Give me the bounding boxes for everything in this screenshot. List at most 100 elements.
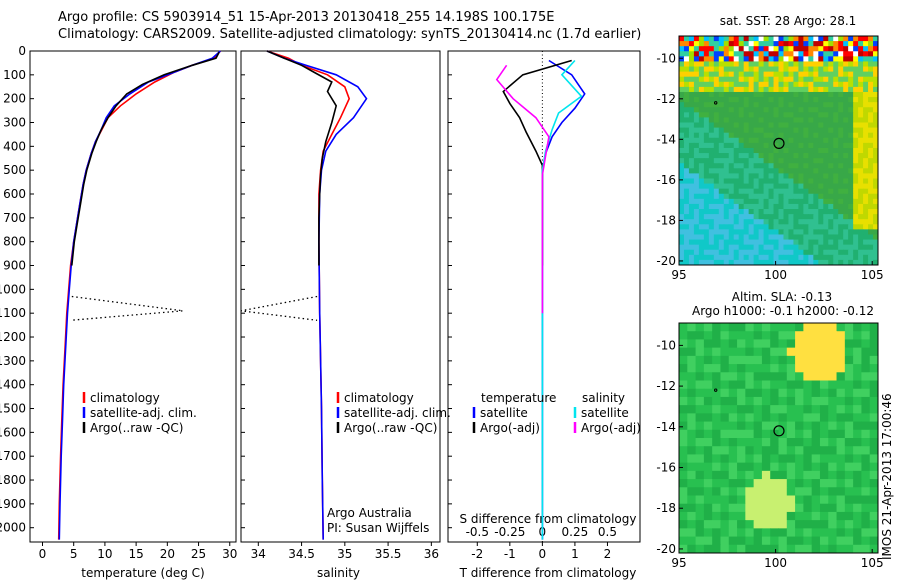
sst-map-cell (848, 76, 854, 83)
sla-map-cell (786, 323, 796, 332)
sst-map-cell (798, 168, 804, 174)
sla-map-cell (737, 372, 746, 381)
sst-map-cell (723, 137, 730, 144)
sst-map-cell (748, 259, 755, 266)
sla-map-cell (728, 364, 738, 373)
sst-map-cell (853, 188, 859, 195)
sst-map-cell (758, 41, 765, 47)
sla-map-cell (728, 347, 738, 357)
sst-map-cell (828, 117, 834, 124)
sla-map-cell (679, 446, 688, 455)
sst-map-cell (848, 56, 854, 62)
sst-map-cell (828, 36, 834, 42)
sst-map-cell (718, 122, 725, 129)
sla-map-cell (869, 536, 879, 546)
sst-map-y-tick-label: -18 (656, 213, 676, 227)
sst-map-cell (858, 112, 864, 118)
sst-map-cell (823, 209, 829, 215)
sla-map-cell (679, 520, 688, 529)
sst-map-cell (848, 107, 854, 113)
salinity-legend-entry-label: Argo(..raw -QC) (344, 421, 437, 435)
sst-map-cell (733, 51, 740, 57)
sla-map-cell (828, 396, 838, 406)
sst-map-cell (813, 41, 819, 47)
sst-map-cell (753, 76, 760, 83)
sla-map-cell (844, 331, 854, 340)
sst-map-cell (748, 137, 755, 144)
sla-map-cell (836, 462, 846, 472)
sst-map-cell (798, 102, 804, 108)
sla-map-cell (778, 536, 788, 546)
sst-map-cell (778, 153, 784, 159)
sst-map-cell (683, 173, 690, 179)
sst-map-cell (828, 127, 834, 134)
sst-map-cell (853, 56, 859, 62)
sst-map-cell (713, 224, 720, 230)
sst-map-cell (783, 183, 789, 190)
sst-map-cell (753, 259, 760, 266)
sst-map-cell (843, 127, 849, 134)
sst-map-cell (778, 163, 784, 169)
sla-map-cell (703, 421, 713, 431)
sst-map-cell (858, 178, 864, 185)
sst-map-cell (803, 163, 809, 169)
sst-map-cell (718, 229, 725, 235)
sst-map-cell (853, 91, 859, 98)
sst-map-cell (833, 224, 839, 230)
sst-map-cell (733, 112, 740, 118)
sst-map-cell (748, 158, 755, 164)
sst-map-cell (728, 183, 735, 190)
sst-map-cell (773, 97, 779, 103)
sst-map-cell (793, 203, 799, 210)
temperature-axes (29, 50, 237, 543)
sst-map-cell (773, 219, 779, 225)
sst-map-cell (728, 254, 735, 261)
sla-map-cell (695, 446, 705, 455)
sla-map-cell (712, 544, 721, 554)
sla-map-cell (712, 536, 721, 546)
sst-map-cell (863, 76, 869, 83)
sst-map-cell (828, 51, 834, 57)
sst-map-cell (778, 229, 784, 235)
sst-map-cell (853, 61, 859, 68)
sst-map-cell (798, 107, 804, 113)
sst-map-cell (768, 254, 775, 261)
sst-map-cell (803, 188, 809, 195)
sst-map-cell (748, 188, 755, 195)
sst-map-cell (688, 163, 695, 169)
sst-map-cell (733, 102, 740, 108)
sst-map-cell (818, 214, 824, 220)
sla-map-cell (795, 470, 804, 480)
sst-map-cell (723, 112, 730, 118)
sst-map-cell (828, 229, 834, 235)
sst-map-cell (758, 112, 765, 118)
sst-map-cell (728, 214, 735, 220)
sla-map-cell (786, 380, 796, 390)
sla-map-cell (836, 413, 846, 423)
sst-map-cell (738, 102, 745, 108)
sst-map-cell (743, 81, 750, 88)
sst-map-cell (828, 178, 834, 185)
sla-map-cell (737, 520, 746, 529)
sst-map-cell (758, 259, 765, 266)
sst-map-cell (713, 107, 720, 113)
sla-map-cell (687, 495, 697, 505)
sla-map-cell (786, 495, 796, 505)
sla-map-cell (703, 544, 713, 554)
sst-map-cell (743, 178, 750, 185)
sst-map-cell (803, 81, 809, 88)
sst-map-cell (828, 142, 834, 149)
sst-map-cell (728, 91, 735, 98)
sla-map-cell (778, 528, 788, 538)
sst-map-title: sat. SST: 28 Argo: 28.1 (720, 14, 857, 28)
sst-map-cell (838, 46, 844, 52)
sst-map-cell (743, 229, 750, 235)
sst-map-cell (778, 249, 784, 256)
sla-map-subtitle: Argo h1000: -0.1 h2000: -0.12 (692, 304, 874, 318)
sst-map-cell (703, 188, 710, 195)
sst-map-cell (803, 193, 809, 200)
sla-map-cell (712, 339, 721, 349)
sla-map-cell (770, 364, 779, 373)
sst-map-cell (863, 219, 869, 225)
sst-map-cell (713, 91, 720, 98)
